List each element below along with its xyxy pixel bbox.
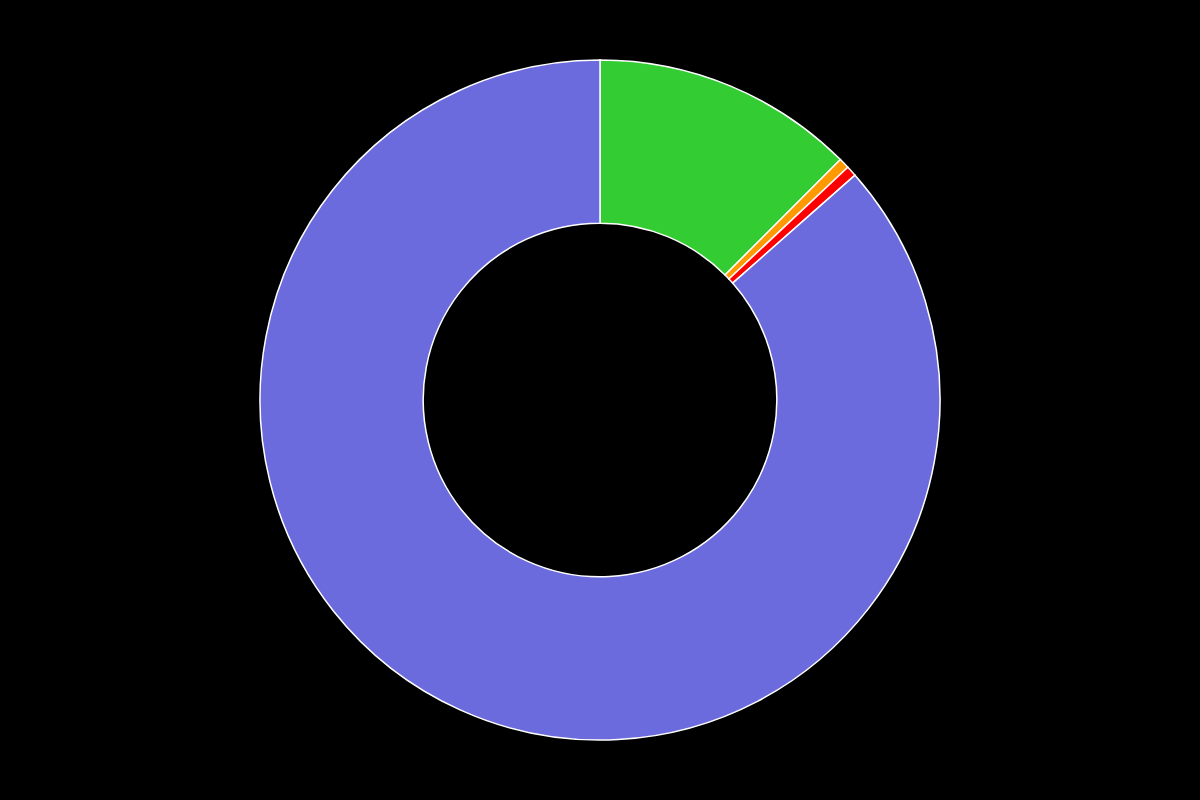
chart <box>0 0 1200 800</box>
slice <box>260 60 940 740</box>
donut <box>260 60 940 740</box>
